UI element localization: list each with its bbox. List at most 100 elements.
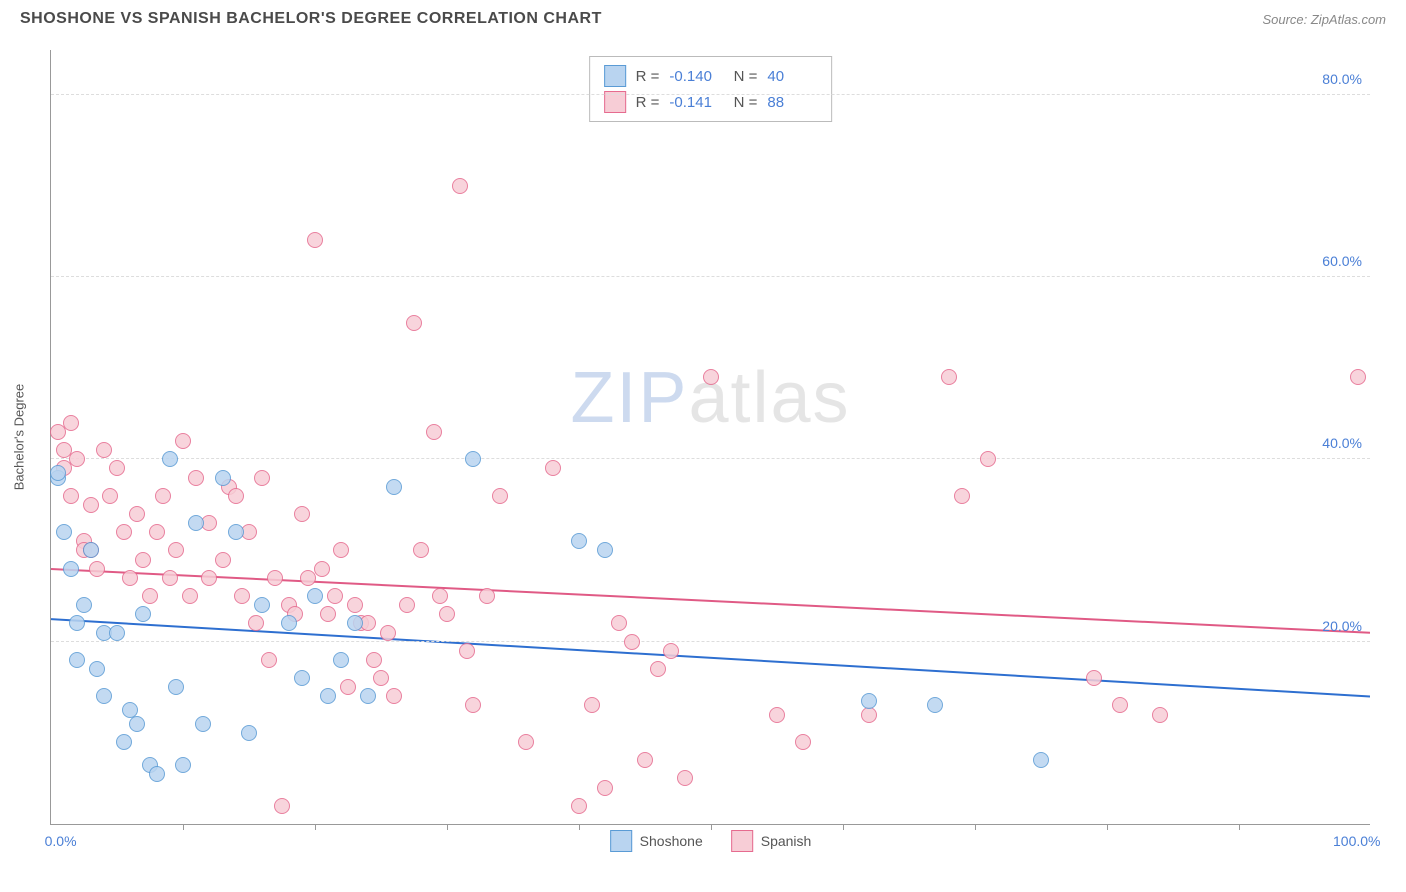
scatter-point: [234, 588, 250, 604]
scatter-point: [314, 561, 330, 577]
x-tick: [315, 824, 316, 830]
scatter-point: [188, 470, 204, 486]
scatter-point: [571, 533, 587, 549]
scatter-point: [320, 606, 336, 622]
gridline: [51, 276, 1370, 277]
chart-title: SHOSHONE VS SPANISH BACHELOR'S DEGREE CO…: [20, 10, 602, 28]
n-label: N =: [729, 68, 757, 85]
scatter-point: [320, 688, 336, 704]
scatter-point: [182, 588, 198, 604]
scatter-point: [980, 451, 996, 467]
scatter-point: [89, 561, 105, 577]
scatter-point: [1033, 752, 1049, 768]
scatter-point: [168, 679, 184, 695]
scatter-point: [89, 661, 105, 677]
correlation-stats-box: R = -0.140 N = 40R = -0.141 N = 88: [589, 56, 833, 122]
scatter-point: [116, 524, 132, 540]
scatter-point: [254, 470, 270, 486]
scatter-point: [274, 798, 290, 814]
scatter-point: [479, 588, 495, 604]
scatter-point: [162, 570, 178, 586]
scatter-point: [254, 597, 270, 613]
scatter-point: [228, 524, 244, 540]
legend-item: Spanish: [731, 830, 812, 852]
r-label: R =: [636, 94, 660, 111]
scatter-point: [215, 470, 231, 486]
scatter-point: [281, 615, 297, 631]
y-tick-label: 60.0%: [1322, 253, 1362, 269]
scatter-point: [63, 561, 79, 577]
scatter-chart: Bachelor's Degree ZIPatlas R = -0.140 N …: [50, 50, 1370, 825]
y-tick-label: 80.0%: [1322, 71, 1362, 87]
scatter-point: [261, 652, 277, 668]
scatter-point: [624, 634, 640, 650]
y-axis-title: Bachelor's Degree: [12, 384, 27, 491]
scatter-point: [175, 433, 191, 449]
scatter-point: [83, 497, 99, 513]
x-tick-label: 0.0%: [45, 833, 77, 849]
scatter-point: [267, 570, 283, 586]
y-tick-label: 40.0%: [1322, 435, 1362, 451]
scatter-point: [135, 606, 151, 622]
scatter-point: [347, 615, 363, 631]
x-tick: [843, 824, 844, 830]
legend-swatch: [731, 830, 753, 852]
scatter-point: [439, 606, 455, 622]
scatter-point: [69, 652, 85, 668]
scatter-point: [122, 570, 138, 586]
source-attribution: Source: ZipAtlas.com: [1262, 12, 1386, 27]
scatter-point: [492, 488, 508, 504]
legend-label: Shoshone: [640, 833, 703, 849]
stats-row: R = -0.140 N = 40: [604, 63, 818, 89]
scatter-point: [386, 688, 402, 704]
n-value: 88: [767, 94, 817, 111]
scatter-point: [102, 488, 118, 504]
scatter-point: [1112, 697, 1128, 713]
scatter-point: [129, 716, 145, 732]
scatter-point: [116, 734, 132, 750]
scatter-point: [175, 757, 191, 773]
scatter-point: [584, 697, 600, 713]
scatter-point: [366, 652, 382, 668]
x-tick-label: 100.0%: [1333, 833, 1380, 849]
scatter-point: [795, 734, 811, 750]
scatter-point: [228, 488, 244, 504]
scatter-point: [518, 734, 534, 750]
scatter-point: [380, 625, 396, 641]
scatter-point: [294, 506, 310, 522]
scatter-point: [663, 643, 679, 659]
scatter-point: [327, 588, 343, 604]
scatter-point: [637, 752, 653, 768]
scatter-point: [188, 515, 204, 531]
scatter-point: [333, 652, 349, 668]
scatter-point: [333, 542, 349, 558]
scatter-point: [129, 506, 145, 522]
gridline: [51, 641, 1370, 642]
scatter-point: [241, 725, 257, 741]
scatter-point: [76, 597, 92, 613]
scatter-point: [650, 661, 666, 677]
scatter-point: [162, 451, 178, 467]
scatter-point: [703, 369, 719, 385]
scatter-point: [248, 615, 264, 631]
scatter-point: [307, 588, 323, 604]
x-tick: [183, 824, 184, 830]
scatter-point: [347, 597, 363, 613]
gridline: [51, 458, 1370, 459]
scatter-point: [155, 488, 171, 504]
x-tick: [579, 824, 580, 830]
scatter-point: [96, 688, 112, 704]
legend-label: Spanish: [761, 833, 812, 849]
scatter-point: [769, 707, 785, 723]
scatter-point: [406, 315, 422, 331]
scatter-point: [545, 460, 561, 476]
scatter-point: [307, 232, 323, 248]
scatter-point: [109, 625, 125, 641]
scatter-point: [677, 770, 693, 786]
n-label: N =: [729, 94, 757, 111]
trend-lines: [51, 50, 1370, 824]
scatter-point: [201, 570, 217, 586]
legend-item: Shoshone: [610, 830, 703, 852]
scatter-point: [611, 615, 627, 631]
scatter-point: [96, 442, 112, 458]
